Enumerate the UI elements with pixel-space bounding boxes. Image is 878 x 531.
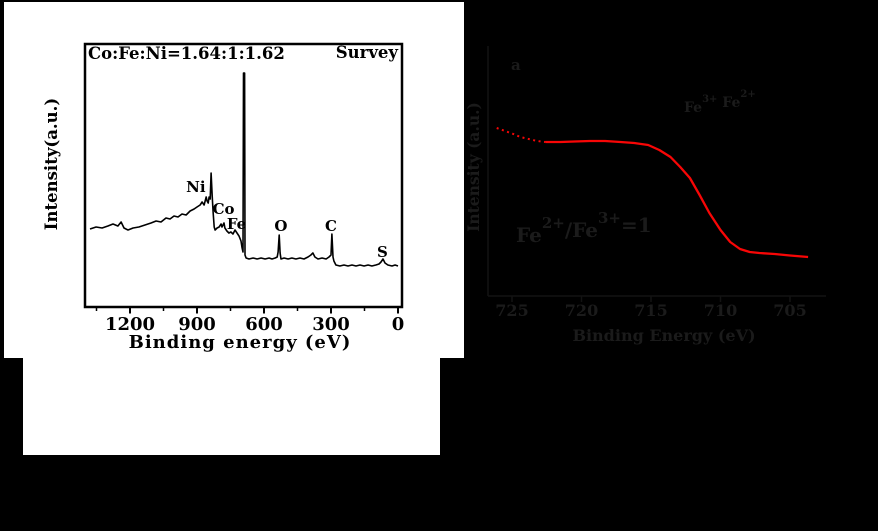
left-x-tick-label: 600 [245,314,283,335]
survey-curve [89,72,399,267]
right-y-axis-label: Intensity (a.u.) [464,102,483,232]
element-peak-label: Co [213,200,235,218]
left-plot-frame [83,42,404,309]
right-x-axis-label: Binding Energy (eV) [572,326,755,345]
right-x-tick-label: 710 [704,301,737,320]
left-figure-panel [4,2,464,358]
element-peak-label: O [274,217,287,235]
right-x-tick-label: 725 [495,301,528,320]
left-chart-title: Co:Fe:Ni=1.64:1:1.62 [88,44,285,63]
left-y-axis-label: Intensity(a.u.) [42,98,61,230]
fe-ratio-annotation: Fe2+/Fe3+=1 [516,209,652,247]
right-x-tick-label: 715 [634,301,667,320]
left-x-tick-label: 300 [312,314,350,335]
element-peak-label: C [325,217,337,235]
left-x-tick-label: 0 [392,314,405,335]
right-x-tick-label: 720 [565,301,598,320]
left-x-tick-label: 900 [178,314,216,335]
left-x-tick-label: 1200 [105,314,155,335]
right-axis-line [487,46,826,297]
element-peak-label: Fe [227,215,246,233]
fe2p-curve [545,139,809,259]
element-peak-label: Ni [186,178,206,196]
left-x-axis-label: Binding energy (eV) [129,332,352,353]
survey-label: Survey [336,43,399,62]
right-x-tick-label: 705 [773,301,806,320]
left-figure-panel-lower [23,350,440,455]
fe-species-annotation: Fe3+ Fe2+ [684,89,756,117]
right-panel-letter: a [511,56,521,74]
element-peak-label: S [377,243,388,261]
